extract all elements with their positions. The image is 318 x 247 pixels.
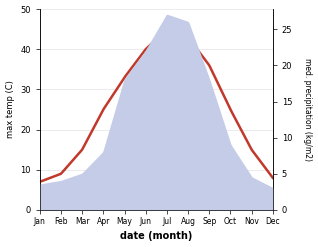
Y-axis label: med. precipitation (kg/m2): med. precipitation (kg/m2) bbox=[303, 58, 313, 161]
Y-axis label: max temp (C): max temp (C) bbox=[5, 81, 15, 138]
X-axis label: date (month): date (month) bbox=[120, 231, 192, 242]
